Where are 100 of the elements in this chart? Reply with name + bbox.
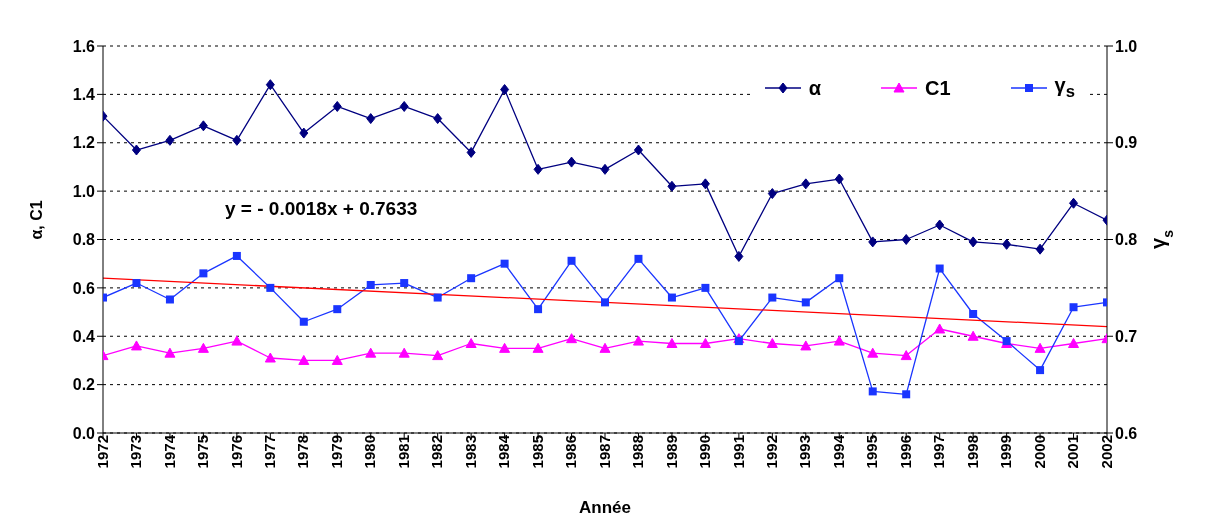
point xyxy=(601,298,609,307)
legend-label: α xyxy=(808,76,822,100)
point xyxy=(634,254,643,263)
point xyxy=(934,323,946,334)
point xyxy=(532,342,544,353)
y-tick-label: 0.4 xyxy=(72,327,96,345)
point xyxy=(566,333,578,344)
point xyxy=(165,295,174,304)
x-tick-label: 1983 xyxy=(461,435,479,469)
point xyxy=(366,113,376,125)
point xyxy=(834,173,844,185)
point xyxy=(900,350,912,361)
point xyxy=(766,338,778,349)
x-tick-label: 1976 xyxy=(227,435,245,469)
y-tick-label: 1.2 xyxy=(72,134,96,152)
point xyxy=(734,250,744,262)
legend-label: γ$_{s}$ xyxy=(1054,74,1075,102)
point xyxy=(499,342,511,353)
point xyxy=(633,144,643,156)
point xyxy=(667,293,676,302)
point xyxy=(667,180,677,192)
point xyxy=(734,337,743,346)
x-tick-label: 2001 xyxy=(1064,435,1082,469)
point xyxy=(467,274,476,283)
point xyxy=(398,347,410,358)
x-tick-label: 1978 xyxy=(294,435,312,469)
x-tick-label: 1974 xyxy=(160,434,178,469)
point xyxy=(299,317,308,326)
x-tick-label: 1989 xyxy=(662,435,680,469)
point xyxy=(868,236,878,248)
x-tick-label: 2000 xyxy=(1030,435,1048,469)
legend-label: C1 xyxy=(925,76,951,100)
point xyxy=(165,134,175,146)
y2-tick-label: 0.8 xyxy=(1115,231,1138,249)
point xyxy=(967,330,979,341)
point xyxy=(332,100,342,112)
point xyxy=(232,251,241,260)
point xyxy=(130,340,142,351)
x-tick-label: 1985 xyxy=(528,435,546,469)
y2-tick-label: 0.7 xyxy=(1115,327,1138,345)
x-tick-label: 1994 xyxy=(829,434,847,469)
y-tick-label: 1.6 xyxy=(72,37,96,55)
x-tick-label: 1984 xyxy=(495,434,513,469)
y-axis-title: α, C1 xyxy=(27,200,45,240)
x-tick-label: 1980 xyxy=(361,435,379,469)
point xyxy=(534,305,543,314)
x-tick-label: 1995 xyxy=(863,435,881,469)
point xyxy=(366,280,375,289)
point xyxy=(833,335,845,346)
x-tick-label: 1979 xyxy=(327,435,345,469)
x-tick-label: 1988 xyxy=(629,435,647,469)
x-tick-label: 1987 xyxy=(595,435,613,469)
point xyxy=(968,236,978,248)
point xyxy=(567,256,576,265)
point xyxy=(132,279,141,288)
point xyxy=(399,100,409,112)
point xyxy=(801,298,810,307)
point xyxy=(331,354,343,365)
y-tick-label: 1.0 xyxy=(72,182,96,200)
point xyxy=(500,84,510,96)
point xyxy=(599,342,611,353)
point xyxy=(700,178,710,190)
point xyxy=(500,259,509,268)
point xyxy=(632,335,644,346)
y-tick-label: 0.8 xyxy=(72,231,96,249)
point xyxy=(1002,238,1012,250)
x-tick-label: 1998 xyxy=(963,435,981,469)
point xyxy=(433,293,442,302)
point xyxy=(433,113,443,125)
y-tick-label: 1.4 xyxy=(72,86,96,104)
point xyxy=(1036,366,1045,375)
x-tick-label: 1999 xyxy=(997,435,1015,469)
point xyxy=(835,274,844,283)
point xyxy=(298,354,310,365)
point xyxy=(699,338,711,349)
point xyxy=(935,219,945,231)
y2-tick-label: 1.0 xyxy=(1115,37,1138,55)
point xyxy=(768,293,777,302)
x-tick-label: 1990 xyxy=(696,435,714,469)
x-tick-label: 1986 xyxy=(562,435,580,469)
point xyxy=(701,283,710,292)
point xyxy=(198,120,208,132)
x-tick-label: 1975 xyxy=(194,435,212,469)
point xyxy=(197,342,209,353)
x-tick-label: 1996 xyxy=(896,435,914,469)
point xyxy=(969,310,978,318)
point xyxy=(365,347,377,358)
x-tick-label: 2002 xyxy=(1097,435,1115,469)
annotation: y = - 0.0018x + 0.7633 xyxy=(223,198,420,220)
x-tick-label: 1993 xyxy=(796,435,814,469)
x-tick-label: 1982 xyxy=(428,435,446,469)
point xyxy=(533,163,543,175)
point xyxy=(666,338,678,349)
point xyxy=(299,127,309,139)
y2-tick-label: 0.6 xyxy=(1115,424,1138,442)
point xyxy=(264,352,276,363)
point xyxy=(767,188,777,200)
y-tick-label: 0.0 xyxy=(72,424,96,442)
point xyxy=(1034,342,1046,353)
x-axis-title: Année xyxy=(579,498,631,517)
